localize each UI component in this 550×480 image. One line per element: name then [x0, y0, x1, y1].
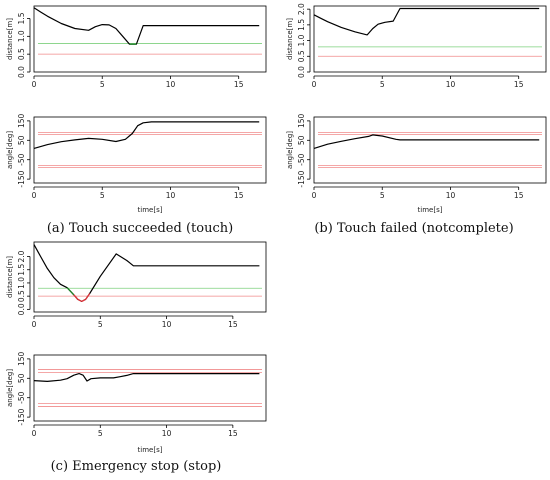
panel-b-distance-plot-frame — [313, 5, 547, 73]
panel-a-time-label: time[s] — [138, 206, 163, 214]
panel-b-distance-x-tick-label: 10 — [446, 80, 456, 89]
panel-c-distance-series-highlight — [66, 287, 75, 296]
panel-c-angle-y-tick-label: 50 — [17, 373, 26, 383]
panel-a-distance-series-line — [33, 7, 260, 45]
panel-b-caption: (b) Touch failed (notcomplete) — [314, 221, 513, 236]
panel-a-angle-x-tick-label: 15 — [234, 191, 244, 200]
panel-a-distance-x-tick-label: 5 — [100, 80, 105, 89]
panel-a-angle-y-tick-label: -150 — [17, 170, 26, 187]
panel-b-angle-x-tick-label: 0 — [312, 191, 317, 200]
panel-c-distance-series-highlight — [73, 294, 79, 300]
panel-c-distance-series-line — [33, 244, 260, 302]
panel-a-angle-y-tick-label: 150 — [17, 114, 26, 129]
panel-b-distance-series-line — [313, 7, 540, 36]
panel-b-distance-y-tick-label: 0.0 — [297, 66, 306, 78]
panel-c-angle-y-tick-label: -50 — [17, 391, 26, 403]
panel-c-angle-x-tick-label: 0 — [32, 429, 37, 438]
panel-c-distance-series-highlight — [85, 293, 91, 300]
panel-b-distance-x-tick-label: 15 — [514, 80, 524, 89]
panel-c-angle-plot-frame — [33, 354, 267, 422]
panel-b-angle-y-tick-label: -50 — [297, 153, 306, 165]
panel-a-distance-y-tick-label: 0.5 — [17, 48, 26, 60]
panel-c-time-label: time[s] — [138, 446, 163, 454]
panel-b-angle-y-axis-title: angle[deg] — [286, 131, 294, 169]
panel-c-distance-x-tick-label: 5 — [98, 320, 103, 329]
panel-c-distance-y-tick-label: 0.5 — [17, 290, 26, 302]
panel-b-angle-x-tick-label: 10 — [446, 191, 456, 200]
panel-b-distance-y-tick-label: 0.5 — [297, 50, 306, 62]
panel-a-distance-x-tick-label: 0 — [32, 80, 37, 89]
panel-c-distance-x-tick-label: 10 — [162, 320, 172, 329]
panel-c-distance-y-tick-label: 2.0 — [17, 250, 26, 262]
panel-c-distance-x-tick-label: 15 — [228, 320, 238, 329]
panel-c-angle-x-tick-label: 5 — [98, 429, 103, 438]
panel-b-distance-x-tick-label: 5 — [380, 80, 385, 89]
panel-a-angle-plot-frame — [33, 116, 267, 184]
panel-b-angle-y-tick-label: -150 — [297, 170, 306, 187]
panel-a-distance-y-tick-label: 1.0 — [17, 30, 26, 42]
panel-c-distance-x-tick-label: 0 — [32, 320, 37, 329]
panel-b-distance-y-tick-label: 1.0 — [297, 34, 306, 46]
panel-b-distance-y-axis-title: distance[m] — [286, 18, 294, 60]
panel-a-distance-y-tick-label: 0.0 — [17, 66, 26, 78]
panel-c-distance-y-axis-title: distance[m] — [6, 256, 14, 298]
panel-b-distance-y-tick-label: 1.5 — [297, 19, 306, 31]
panel-c-distance-series-highlight — [77, 298, 83, 302]
panel-c-distance-y-tick-label: 1.0 — [17, 277, 26, 289]
panel-a-caption: (a) Touch succeeded (touch) — [47, 221, 233, 236]
panel-a-distance-plot-frame — [33, 5, 267, 73]
panel-a-angle-x-tick-label: 10 — [166, 191, 176, 200]
panel-a-angle-x-tick-label: 5 — [100, 191, 105, 200]
panel-a-angle-x-tick-label: 0 — [32, 191, 37, 200]
panel-b-angle-x-tick-label: 5 — [380, 191, 385, 200]
panel-b-angle-series-line — [313, 134, 540, 149]
panel-b-angle-y-tick-label: 50 — [297, 135, 306, 145]
panel-b-angle-plot-frame — [313, 116, 547, 184]
panel-c-angle-y-tick-label: 150 — [17, 352, 26, 367]
panel-a-distance-y-axis-title: distance[m] — [6, 18, 14, 60]
panel-a-distance-x-tick-label: 10 — [166, 80, 176, 89]
panel-c-distance-plot-frame — [33, 241, 267, 313]
panel-c-angle-x-tick-label: 15 — [228, 429, 238, 438]
panel-a-distance-x-tick-label: 15 — [234, 80, 244, 89]
panel-b-distance-x-tick-label: 0 — [312, 80, 317, 89]
panel-c-distance-y-tick-label: 1.5 — [17, 264, 26, 276]
panel-b-angle-x-tick-label: 15 — [514, 191, 524, 200]
panel-c-distance-y-tick-label: 0.0 — [17, 303, 26, 315]
panel-a-angle-y-axis-title: angle[deg] — [6, 131, 14, 169]
panel-c-angle-y-tick-label: -150 — [17, 408, 26, 425]
panel-b-angle-y-tick-label: 150 — [297, 114, 306, 129]
panel-b-time-label: time[s] — [418, 206, 443, 214]
panel-a-distance-y-tick-label: 1.5 — [17, 12, 26, 24]
panel-a-angle-y-tick-label: 50 — [17, 135, 26, 145]
panel-b-distance-y-tick-label: 2.0 — [297, 3, 306, 15]
panel-c-angle-y-axis-title: angle[deg] — [6, 369, 14, 407]
panel-a-angle-y-tick-label: -50 — [17, 153, 26, 165]
panel-c-caption: (c) Emergency stop (stop) — [51, 459, 222, 474]
panel-c-angle-series-line — [33, 373, 260, 382]
panel-c-distance-series-highlight — [81, 298, 86, 302]
panel-c-angle-x-tick-label: 10 — [162, 429, 172, 438]
panel-a-angle-series-line — [33, 121, 260, 149]
